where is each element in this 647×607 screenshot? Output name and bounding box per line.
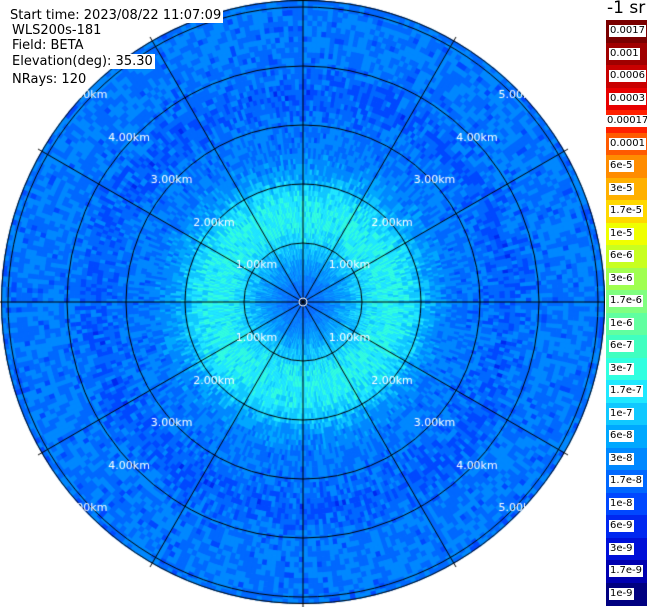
colorbar-tick-label: 1.7e-8 (609, 475, 644, 487)
elevation-label: Elevation(deg): 35.30 (10, 54, 155, 69)
ppi-plot (0, 0, 605, 607)
instrument-name: WLS200s-181 (10, 23, 104, 38)
colorbar-tick-label: 6e-6 (609, 250, 634, 262)
colorbar-tick-label: 1e-6 (609, 317, 634, 330)
colorbar-tick-label: 0.0003 (609, 92, 646, 105)
colorbar-tick-label: 1e-9 (609, 587, 634, 600)
colorbar-tick-label: 1.7e-6 (609, 295, 644, 307)
colorbar-tick-label: 0.001 (609, 47, 640, 60)
start-time: Start time: 2023/08/22 11:07:09 (8, 8, 224, 23)
colorbar-tick-label: 1.7e-9 (609, 565, 644, 577)
colorbar-tick-label: 0.00017 (606, 115, 647, 127)
colorbar-unit: -1 sr (607, 0, 646, 18)
colorbar-tick-label: 0.0001 (609, 137, 646, 150)
colorbar-tick-label: 3e-9 (609, 542, 634, 555)
colorbar-tick-label: 3e-7 (609, 362, 634, 375)
colorbar-tick-label: 1e-8 (609, 497, 634, 510)
colorbar-tick-label: 3e-5 (609, 182, 634, 195)
colorbar-tick-label: 6e-9 (609, 520, 634, 532)
colorbar-tick-label: 6e-7 (609, 340, 634, 352)
colorbar-tick-label: 6e-8 (609, 430, 634, 442)
colorbar-tick-label: 3e-8 (609, 452, 634, 465)
colorbar-tick-label: 1e-7 (609, 407, 634, 420)
colorbar-tick-label: 1.7e-7 (609, 385, 644, 397)
nrays-label: NRays: 120 (10, 72, 89, 87)
colorbar-tick-label: 3e-6 (609, 272, 634, 285)
colorbar-tick-label: 6e-5 (609, 160, 634, 172)
colorbar-tick-label: 0.0006 (609, 70, 646, 82)
colorbar-tick-label: 1.7e-5 (609, 205, 644, 217)
colorbar-tick-label: 0.0017 (609, 25, 646, 37)
colorbar-tick-label: 1e-5 (609, 227, 634, 240)
field-label: Field: BETA (10, 38, 86, 53)
